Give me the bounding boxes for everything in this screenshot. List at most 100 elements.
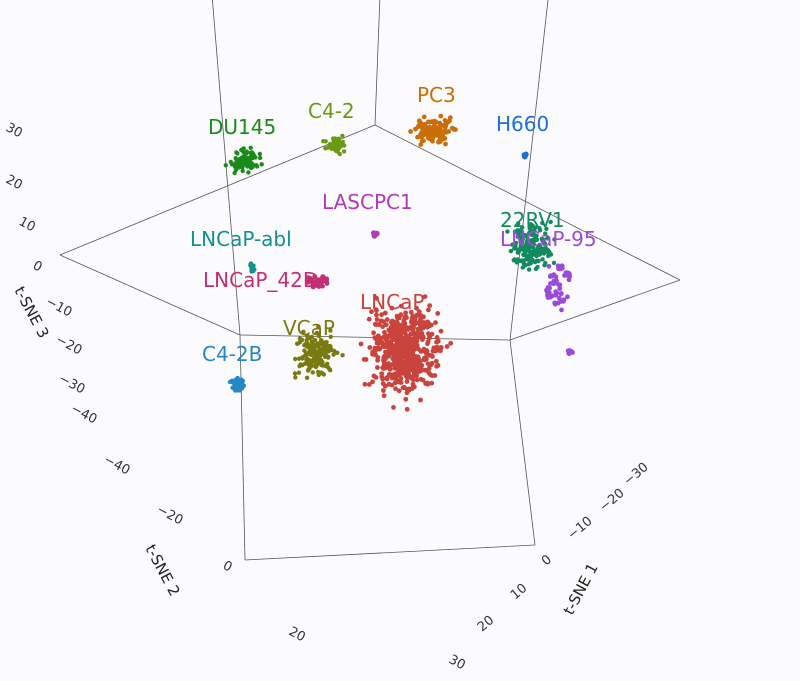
data-point xyxy=(445,119,451,125)
data-point xyxy=(398,303,404,309)
data-point xyxy=(535,252,540,258)
data-point xyxy=(389,382,395,388)
data-point xyxy=(430,135,436,141)
data-point xyxy=(379,312,384,318)
data-point xyxy=(373,352,378,358)
data-point xyxy=(403,373,409,379)
data-point xyxy=(369,309,374,315)
box-edge xyxy=(59,254,241,336)
data-point xyxy=(251,151,256,157)
data-point xyxy=(292,371,298,376)
data-point xyxy=(414,363,420,369)
data-point xyxy=(522,251,528,256)
z-tick-label: −30 xyxy=(56,371,87,397)
data-point xyxy=(403,396,409,402)
data-point xyxy=(333,145,339,151)
data-point xyxy=(545,236,550,241)
data-point xyxy=(408,361,413,366)
data-point xyxy=(340,133,345,138)
data-point xyxy=(548,219,553,225)
x-tick-label: −20 xyxy=(597,486,628,515)
z-tick-label: −40 xyxy=(68,401,99,427)
data-point xyxy=(238,382,243,387)
data-point xyxy=(247,155,253,160)
data-point xyxy=(324,278,329,284)
data-point xyxy=(303,361,308,366)
data-point xyxy=(236,165,241,170)
data-point xyxy=(518,238,524,244)
data-point xyxy=(410,326,416,332)
data-point xyxy=(315,362,321,367)
data-point xyxy=(399,325,405,330)
data-point xyxy=(397,361,403,367)
data-point xyxy=(566,350,572,356)
data-point xyxy=(437,124,443,129)
data-point xyxy=(234,387,239,393)
points-layer xyxy=(223,113,575,412)
data-point xyxy=(296,356,302,361)
data-point xyxy=(559,307,564,313)
data-point xyxy=(298,362,303,367)
data-point xyxy=(331,352,336,357)
data-point xyxy=(305,280,311,285)
data-point xyxy=(433,358,439,364)
data-point xyxy=(323,347,329,352)
data-point xyxy=(380,324,385,329)
data-point xyxy=(425,135,431,141)
data-point xyxy=(361,357,367,362)
data-point xyxy=(448,340,454,346)
data-point xyxy=(519,229,525,235)
data-point xyxy=(400,355,406,360)
data-point xyxy=(362,381,368,387)
data-point xyxy=(515,234,520,239)
data-point xyxy=(250,164,255,170)
data-point xyxy=(391,405,396,410)
data-point xyxy=(340,353,345,358)
data-point xyxy=(397,351,403,357)
data-point xyxy=(563,270,569,276)
data-point xyxy=(305,357,310,362)
data-point xyxy=(395,369,401,375)
data-point xyxy=(512,257,517,262)
data-point xyxy=(296,370,302,375)
data-point xyxy=(526,246,532,251)
series-c4-2b xyxy=(227,375,247,393)
data-point xyxy=(415,313,421,318)
series-c4-2 xyxy=(321,133,347,157)
data-point xyxy=(544,289,550,295)
data-point xyxy=(328,344,333,349)
data-point xyxy=(230,385,235,390)
data-point xyxy=(246,170,251,175)
data-point xyxy=(536,258,541,264)
data-point xyxy=(380,365,386,371)
data-point xyxy=(426,331,431,337)
data-point xyxy=(539,236,544,241)
data-point xyxy=(535,264,540,270)
data-point xyxy=(424,348,430,354)
data-point xyxy=(330,142,336,148)
data-point xyxy=(403,325,409,331)
data-point xyxy=(430,131,435,137)
data-point xyxy=(383,322,389,328)
data-point xyxy=(388,339,394,345)
data-point xyxy=(554,290,560,296)
axis-box xyxy=(59,0,681,561)
cluster-label: LNCaP_42D xyxy=(203,268,318,292)
data-point xyxy=(525,240,531,245)
data-point xyxy=(515,257,521,262)
data-point xyxy=(556,295,562,301)
series-lncap-95 xyxy=(544,263,572,313)
y-tick-label: −40 xyxy=(101,452,132,478)
data-point xyxy=(443,141,448,147)
y-tick-label: −20 xyxy=(154,502,185,528)
data-point xyxy=(544,226,549,231)
data-point xyxy=(545,285,551,290)
data-point xyxy=(382,310,388,316)
data-point xyxy=(406,386,412,392)
series-du145 xyxy=(223,145,264,176)
data-point xyxy=(416,357,421,363)
data-point xyxy=(392,365,398,371)
data-point xyxy=(438,113,444,119)
